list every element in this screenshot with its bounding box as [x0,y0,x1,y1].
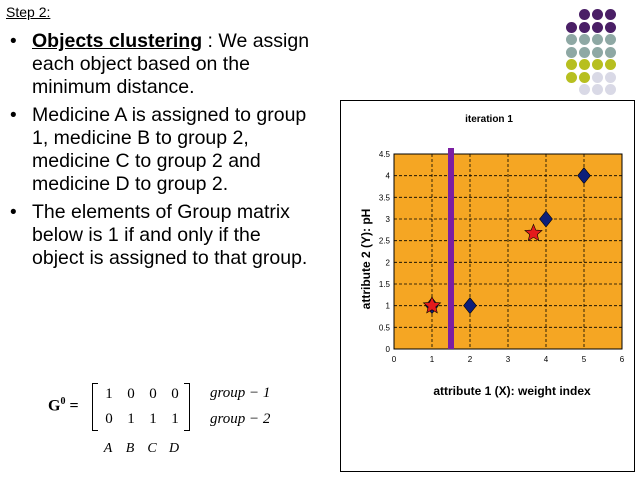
matrix-row-label-1: group − 1 [210,385,271,401]
decorative-dot [605,46,616,58]
centroid-star [524,223,543,242]
scatter-chart-frame: 0 1 2 3 4 5 6 0 0.5 1 1.5 2 2.5 3 3.5 4 4.5 iteration 1 at… [340,100,635,472]
decorative-dot [605,9,616,20]
matrix-row-label-2: group − 2 [210,411,271,427]
bullet-dot-icon: • [10,202,17,223]
matrix-cell: 0 [127,386,135,402]
decorative-dot [592,71,603,83]
bullet-keyword: Objects clustering [32,30,203,52]
x-tick-label: 6 [620,355,625,364]
centroid-star [422,295,442,314]
matrix-cell: 1 [127,411,135,427]
bullet-text: The elements of Group matrix below is 1 … [32,201,308,269]
decorative-dot [566,46,577,58]
decorative-dot [592,34,603,45]
decorative-dot [579,9,590,20]
bullet-objects-clustering: • Objects clustering : We assign each ob… [8,30,318,99]
decorative-dot [566,59,577,70]
decorative-dot [579,46,590,58]
y-tick-label: 4.5 [379,150,391,159]
y-tick-label: 1 [386,302,391,311]
decorative-dot [592,9,603,20]
matrix-cell: 0 [149,386,157,402]
matrix-equals: = [69,397,79,415]
matrix-cell: 1 [105,386,113,402]
decorative-dot [605,59,616,70]
decorative-dot [566,71,577,83]
y-tick-label: 3 [386,215,391,224]
matrix-label: G0 = [48,396,79,415]
data-point-diamond [539,210,553,228]
chart-title: iteration 1 [465,114,513,125]
bullet-group-matrix: • The elements of Group matrix below is … [8,201,318,270]
decorative-dot [605,71,616,83]
matrix-column-label: B [125,441,135,456]
matrix-symbol: G [48,397,61,415]
x-tick-label: 4 [544,355,549,364]
y-tick-label: 0.5 [379,323,391,332]
y-tick-label: 4 [386,172,391,181]
x-tick-label: 5 [582,355,587,364]
decorative-dot [579,59,590,70]
decorative-dot [592,46,603,58]
data-point-diamond [463,297,477,315]
decorative-dot [605,84,616,95]
bullet-medicine-assignment: • Medicine A is assigned to group 1, med… [8,104,318,196]
matrix-superscript: 0 [60,396,66,407]
decorative-dot [579,34,590,45]
bullet-list: • Objects clustering : We assign each ob… [8,30,318,275]
chart-xlabel: attribute 1 (X): weight index [433,384,591,398]
x-tick-label: 2 [468,355,473,364]
y-tick-label: 0 [386,345,391,354]
decorative-dot [579,21,590,33]
bullet-dot-icon: • [10,105,17,126]
decorative-dot [579,84,590,95]
decorative-dot [566,21,577,33]
x-tick-label: 1 [430,355,435,364]
step-label: Step 2: [6,4,51,20]
x-tick-label: 0 [392,355,397,364]
bullet-text: Medicine A is assigned to group 1, medic… [32,104,307,195]
x-tick-label: 3 [506,355,511,364]
y-tick-label: 2 [386,258,391,267]
matrix-cell: 1 [149,411,157,427]
matrix-column-label: A [103,441,113,456]
data-point-diamond [577,167,591,185]
bullet-dot-icon: • [10,31,17,52]
decorative-dot [592,59,603,70]
matrix-cell: 0 [105,411,113,427]
decorative-dot [579,71,590,83]
y-tick-label: 3.5 [379,193,391,202]
decorative-dot [592,21,603,33]
decorative-dot [605,34,616,45]
chart-ylabel: attribute 2 (Y): pH [359,209,373,310]
matrix-column-label: C [147,441,157,456]
y-tick-label: 1.5 [379,280,391,289]
y-tick-label: 2.5 [379,237,391,246]
bullet-text: : We assign each object based on the min… [32,30,310,98]
plot-border [393,153,623,350]
decorative-dot [605,21,616,33]
scatter-chart: 0 1 2 3 4 5 6 0 0.5 1 1.5 2 2.5 3 3.5 4 4.5 iteration 1 at… [359,114,625,398]
decorative-dot [592,84,603,95]
matrix-column-label: D [168,441,180,456]
matrix-cell: 1 [171,411,179,427]
decorative-dot [566,34,577,45]
matrix-cell: 0 [171,386,179,402]
